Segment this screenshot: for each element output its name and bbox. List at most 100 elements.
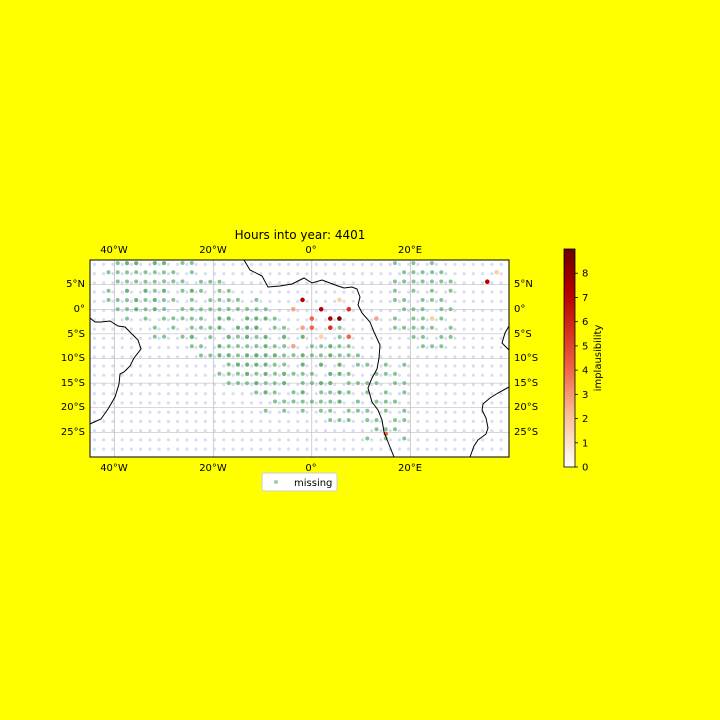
grid-point xyxy=(471,299,475,303)
grid-point xyxy=(286,299,291,303)
grid-point xyxy=(120,392,124,396)
grid-point xyxy=(185,401,189,405)
missing-point xyxy=(125,307,129,312)
grid-point xyxy=(102,429,106,433)
grid-point xyxy=(333,336,337,340)
grid-point xyxy=(120,262,124,266)
grid-point xyxy=(222,373,226,377)
grid-point xyxy=(259,281,263,285)
grid-point xyxy=(286,318,291,322)
grid-point xyxy=(250,401,254,405)
grid-point xyxy=(296,438,300,442)
grid-point xyxy=(444,419,448,423)
grid-point xyxy=(277,318,281,322)
grid-point xyxy=(129,336,133,340)
lon-tick-label-bottom: 20°W xyxy=(199,463,227,474)
grid-point xyxy=(351,447,355,451)
missing-point xyxy=(318,381,323,386)
grid-point xyxy=(157,419,161,423)
grid-point xyxy=(185,262,189,266)
grid-point xyxy=(92,364,96,368)
lat-tick-label-right: 15°S xyxy=(514,378,538,389)
grid-point xyxy=(323,336,328,340)
missing-point xyxy=(115,270,120,275)
grid-point xyxy=(157,355,161,359)
grid-point xyxy=(213,401,217,405)
grid-point xyxy=(203,281,207,285)
grid-point xyxy=(416,429,420,433)
missing-point xyxy=(152,307,157,312)
grid-point xyxy=(351,281,355,285)
grid-point xyxy=(148,410,152,414)
grid-point xyxy=(434,327,438,331)
missing-point xyxy=(430,270,435,275)
grid-point xyxy=(213,419,217,423)
grid-point xyxy=(157,309,161,313)
grid-point xyxy=(129,290,133,294)
missing-point xyxy=(346,408,351,413)
grid-point xyxy=(499,262,503,266)
grid-point xyxy=(92,447,96,451)
grid-point xyxy=(157,336,161,340)
grid-point xyxy=(148,336,152,340)
lon-ticks-top: 40°W 20°W 0° 20°E xyxy=(100,245,422,256)
grid-point xyxy=(305,438,309,442)
missing-point xyxy=(115,261,120,266)
grid-point xyxy=(129,429,133,433)
grid-point xyxy=(231,364,235,368)
grid-point xyxy=(185,382,189,387)
grid-point xyxy=(129,419,133,423)
grid-point xyxy=(240,410,244,414)
grid-point xyxy=(296,327,300,331)
grid-point xyxy=(444,438,448,442)
grid-point xyxy=(305,272,309,276)
grid-point xyxy=(259,309,263,313)
grid-point xyxy=(462,373,466,377)
lat-tick-label-left: 5°S xyxy=(67,329,85,340)
lon-tick-label-bottom: 20°E xyxy=(398,463,422,474)
grid-point xyxy=(222,382,226,387)
implausibility-point xyxy=(328,325,333,331)
grid-point xyxy=(92,410,96,414)
grid-point xyxy=(434,447,438,451)
grid-point xyxy=(370,290,374,294)
grid-point xyxy=(102,309,106,313)
grid-point xyxy=(425,272,429,276)
grid-point xyxy=(379,272,383,276)
grid-point xyxy=(259,382,263,387)
grid-point xyxy=(213,345,217,350)
missing-point xyxy=(235,344,240,349)
grid-point xyxy=(351,318,355,322)
grid-point xyxy=(111,336,115,340)
grid-point xyxy=(370,272,374,276)
missing-point xyxy=(254,297,259,302)
grid-point xyxy=(240,382,244,387)
grid-point xyxy=(296,364,300,368)
grid-point xyxy=(360,438,365,442)
missing-point xyxy=(208,279,213,284)
grid-point xyxy=(305,281,309,285)
grid-point xyxy=(157,281,161,285)
missing-point xyxy=(208,298,213,303)
grid-point xyxy=(314,318,318,322)
grid-point xyxy=(397,429,401,433)
missing-point xyxy=(402,307,407,312)
grid-point xyxy=(444,447,448,451)
missing-point xyxy=(402,270,407,275)
missing-point xyxy=(162,307,167,312)
grid-point xyxy=(407,345,411,350)
grid-point xyxy=(111,272,115,276)
grid-point xyxy=(296,401,300,405)
grid-point xyxy=(148,364,152,368)
grid-point xyxy=(268,262,272,266)
lat-tick-label-left: 15°S xyxy=(61,378,85,389)
grid-point xyxy=(342,419,346,423)
missing-point xyxy=(309,353,314,358)
grid-point xyxy=(342,410,346,414)
grid-point xyxy=(407,327,411,331)
grid-point xyxy=(139,364,143,368)
grid-point xyxy=(323,299,328,303)
grid-point xyxy=(286,355,291,359)
grid-point xyxy=(286,382,291,387)
grid-point xyxy=(148,290,152,294)
